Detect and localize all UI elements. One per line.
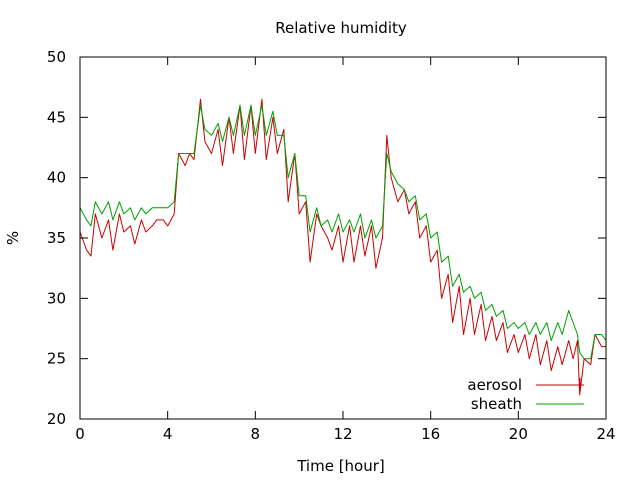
- x-tick-label: 0: [75, 425, 85, 443]
- chart-title: Relative humidity: [275, 19, 407, 37]
- y-tick-label: 35: [47, 229, 66, 247]
- x-tick-label: 12: [333, 425, 352, 443]
- y-axis-label: %: [4, 231, 22, 245]
- tick-layer: 0 4 8 12 16 20 24 20 25 30 35 40 45 50: [47, 48, 616, 443]
- x-tick-label: 8: [251, 425, 261, 443]
- series-layer: [79, 98, 607, 396]
- x-axis-label: Time [hour]: [296, 457, 385, 475]
- y-tick-label: 50: [47, 48, 66, 66]
- y-tick-label: 25: [47, 350, 66, 368]
- series-line-sheath: [79, 104, 607, 360]
- series-line-aerosol: [79, 98, 606, 396]
- y-tick-label: 30: [47, 289, 66, 307]
- legend-label-sheath: sheath: [471, 395, 522, 413]
- legend-label-aerosol: aerosol: [467, 376, 522, 394]
- y-tick-label: 45: [47, 108, 66, 126]
- x-tick-label: 24: [596, 425, 615, 443]
- y-tick-label: 20: [47, 410, 66, 428]
- y-tick-label: 40: [47, 169, 66, 187]
- plot-frame: [79, 56, 607, 420]
- x-tick-label: 4: [163, 425, 173, 443]
- legend: aerosol sheath: [467, 376, 584, 413]
- x-tick-label: 16: [421, 425, 440, 443]
- x-tick-label: 20: [509, 425, 528, 443]
